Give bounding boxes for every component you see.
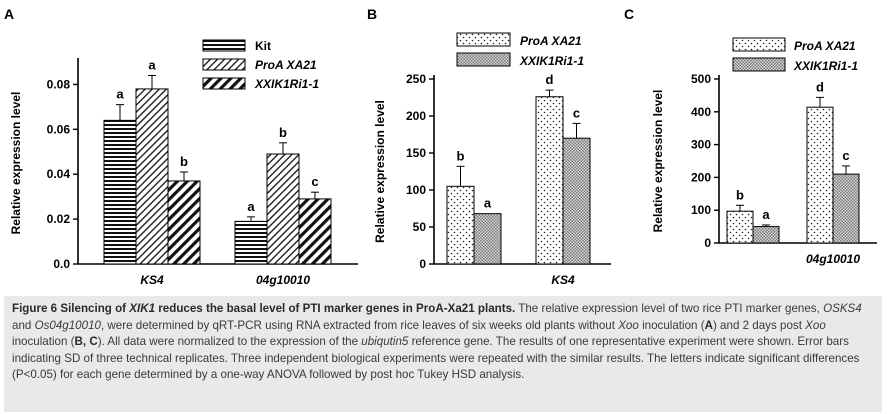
- bar-a: [167, 180, 201, 265]
- y-axis-label-b: Relative expression level: [373, 100, 387, 243]
- caption-figure-label: Figure 6: [12, 302, 58, 315]
- y-tick-label-a: 0.04: [47, 167, 71, 181]
- chart-panel-c: 0 100 200 300 400 500 Relative expression leve…: [651, 37, 877, 266]
- significance-letter-a: c: [311, 174, 318, 189]
- bar-b: [473, 213, 502, 265]
- y-tick-label-b: 150: [406, 146, 426, 160]
- bar-b: [562, 137, 591, 265]
- panel-label-a: A: [4, 6, 14, 22]
- legend-label-b: XXIK1Ri1-1: [519, 54, 584, 68]
- chart-panel-a: 0.0 0.02 0.04 0.06 0.08 Relative expression l…: [9, 39, 358, 287]
- caption-text: reference gene. The results of one repre…: [12, 335, 860, 382]
- caption-text: inoculation (: [12, 335, 75, 349]
- bar-a: [103, 119, 137, 265]
- caption-gene: Os04g10010: [34, 318, 101, 332]
- y-tick-label-b: 200: [406, 109, 426, 123]
- figure-caption: Figure 6 Silencing of XIK1 reduces the b…: [4, 296, 882, 412]
- y-tick-label-b: 250: [406, 72, 426, 86]
- y-tick-label-c: 400: [691, 105, 711, 119]
- caption-title-post: reduces the basal level of PTI marker ge…: [155, 302, 516, 315]
- caption-text: ). All data were normalized to the expre…: [97, 335, 362, 349]
- legend-label-a: XXIK1Ri1-1: [254, 77, 319, 91]
- significance-letter-c: c: [842, 148, 849, 163]
- y-tick-label-a: 0.08: [47, 77, 71, 91]
- bar-b: [535, 96, 564, 265]
- bar-c: [726, 210, 754, 244]
- caption-text: inoculation (: [638, 318, 705, 332]
- significance-letter-b: b: [457, 148, 465, 163]
- caption-gene: Xoo: [805, 318, 826, 332]
- significance-letter-a: b: [180, 154, 188, 169]
- bar-c: [806, 106, 834, 244]
- legend-swatch-c: [732, 37, 786, 52]
- significance-letter-c: d: [816, 79, 824, 94]
- caption-text: and: [12, 318, 35, 332]
- panel-label-c: C: [624, 6, 634, 22]
- legend-swatch-b: [456, 52, 511, 67]
- significance-letter-a: a: [247, 199, 255, 214]
- y-tick-label-c: 500: [691, 72, 711, 86]
- figure-panels: A B C 0.0 0.02 0.04 0.06 0.08 Relative expres…: [4, 6, 877, 287]
- bar-b: [446, 185, 475, 265]
- y-tick-label-a: 0.02: [47, 212, 71, 226]
- caption-title-gene: XIK1: [129, 302, 156, 315]
- significance-letter-b: c: [573, 105, 580, 120]
- y-axis-label-a: Relative expression level: [9, 92, 23, 235]
- y-axis-label-c: Relative expression level: [651, 90, 665, 233]
- legend-swatch-a: [202, 58, 246, 71]
- caption-text: The relative expression level of two ric…: [518, 302, 824, 315]
- x-category-label-b: KS4: [551, 273, 575, 287]
- caption-gene: ubiqutin5: [361, 335, 409, 349]
- legend-label-a: ProA XA21: [255, 58, 317, 72]
- y-tick-label-b: 50: [413, 220, 427, 234]
- y-tick-label-c: 200: [691, 170, 711, 184]
- y-tick-label-c: 300: [691, 138, 711, 152]
- bar-a: [298, 198, 332, 265]
- significance-letter-a: b: [279, 125, 287, 140]
- panel-label-b: B: [367, 6, 377, 22]
- significance-letter-b: d: [546, 72, 554, 87]
- x-category-label-a: 04g10010: [256, 273, 310, 287]
- significance-letter-a: a: [148, 57, 156, 72]
- bar-a: [266, 153, 300, 265]
- bar-c: [832, 173, 860, 244]
- caption-text: , were determined by qRT-PCR using RNA e…: [100, 318, 619, 332]
- caption-panel-ref: A: [704, 318, 713, 332]
- y-tick-label-a: 0.06: [47, 122, 71, 136]
- legend-label-a: Kit: [255, 39, 271, 53]
- caption-text: ) and 2 days post: [712, 318, 806, 332]
- y-tick-label-c: 0: [704, 236, 711, 250]
- y-tick-label-c: 100: [691, 203, 711, 217]
- legend-label-c: ProA XA21: [794, 39, 856, 53]
- legend-swatch-b: [456, 32, 511, 47]
- caption-gene: OSKS4: [823, 302, 862, 315]
- significance-letter-c: a: [762, 207, 770, 222]
- y-tick-label-b: 0: [419, 257, 426, 271]
- bar-c: [752, 226, 780, 244]
- caption-gene: Xoo: [618, 318, 639, 332]
- significance-letter-c: b: [736, 187, 744, 202]
- y-tick-label-b: 100: [406, 183, 426, 197]
- caption-panel-ref: B, C: [74, 335, 98, 349]
- significance-letter-b: a: [484, 196, 492, 211]
- bar-a: [135, 88, 169, 265]
- significance-letter-a: a: [116, 87, 124, 102]
- y-tick-label-a: 0.0: [53, 257, 70, 271]
- legend-label-b: ProA XA21: [520, 34, 582, 48]
- x-category-label-a: KS4: [140, 273, 164, 287]
- legend-swatch-a: [202, 39, 246, 52]
- x-category-label-c: 04g10010: [806, 252, 860, 266]
- chart-panel-b: 0 50 100 150 200 250 Relative expression level…: [373, 32, 611, 287]
- legend-label-c: XXIK1Ri1-1: [793, 59, 858, 73]
- bar-a: [234, 220, 268, 265]
- caption-title-pre: Silencing of: [60, 302, 130, 315]
- legend-swatch-a: [202, 77, 246, 90]
- legend-swatch-c: [732, 57, 786, 72]
